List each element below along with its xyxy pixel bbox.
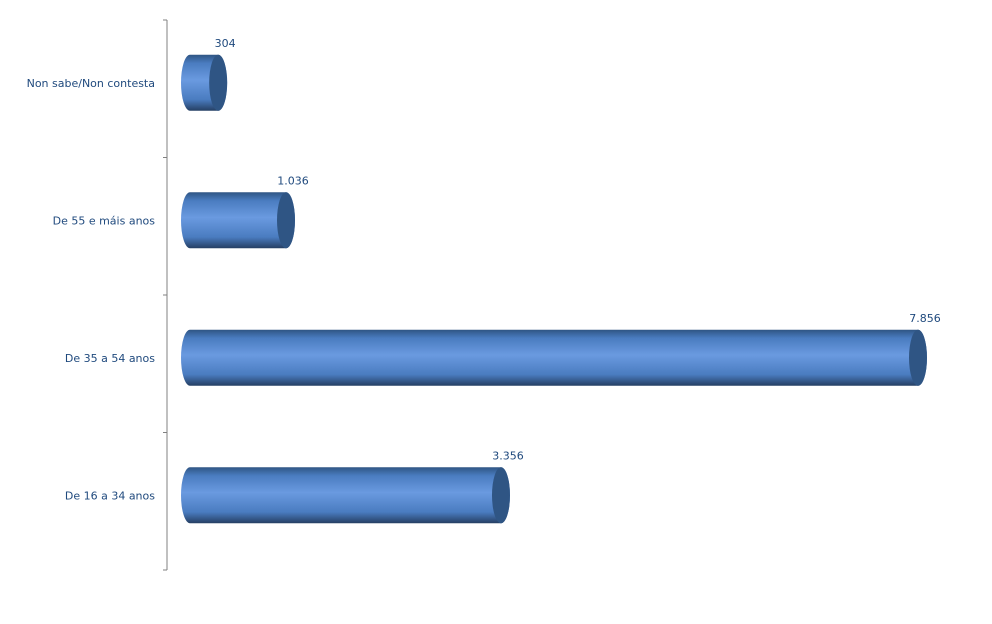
category-label: Non sabe/Non contesta xyxy=(27,77,155,90)
category-label: De 16 a 34 anos xyxy=(65,489,155,502)
bar-group: De 55 e máis anos 1.036 xyxy=(53,174,309,249)
bar-group: Non sabe/Non contesta 304 xyxy=(27,37,236,111)
bar xyxy=(181,467,510,524)
data-label: 1.036 xyxy=(277,174,309,187)
bar-cap xyxy=(277,192,296,249)
bar-cap xyxy=(491,467,510,524)
bar-group: De 16 a 34 anos 3.356 xyxy=(65,449,524,524)
bar-cap xyxy=(209,54,228,111)
category-label: De 55 e máis anos xyxy=(53,214,156,227)
data-label: 7.856 xyxy=(909,312,941,325)
bar-group: De 35 a 54 anos 7.856 xyxy=(65,312,941,386)
data-label: 3.356 xyxy=(492,449,524,462)
category-label: De 35 a 54 anos xyxy=(65,352,155,365)
bar xyxy=(181,329,927,386)
data-label: 304 xyxy=(215,37,236,50)
bar xyxy=(181,192,296,249)
bar-cap xyxy=(909,329,927,386)
